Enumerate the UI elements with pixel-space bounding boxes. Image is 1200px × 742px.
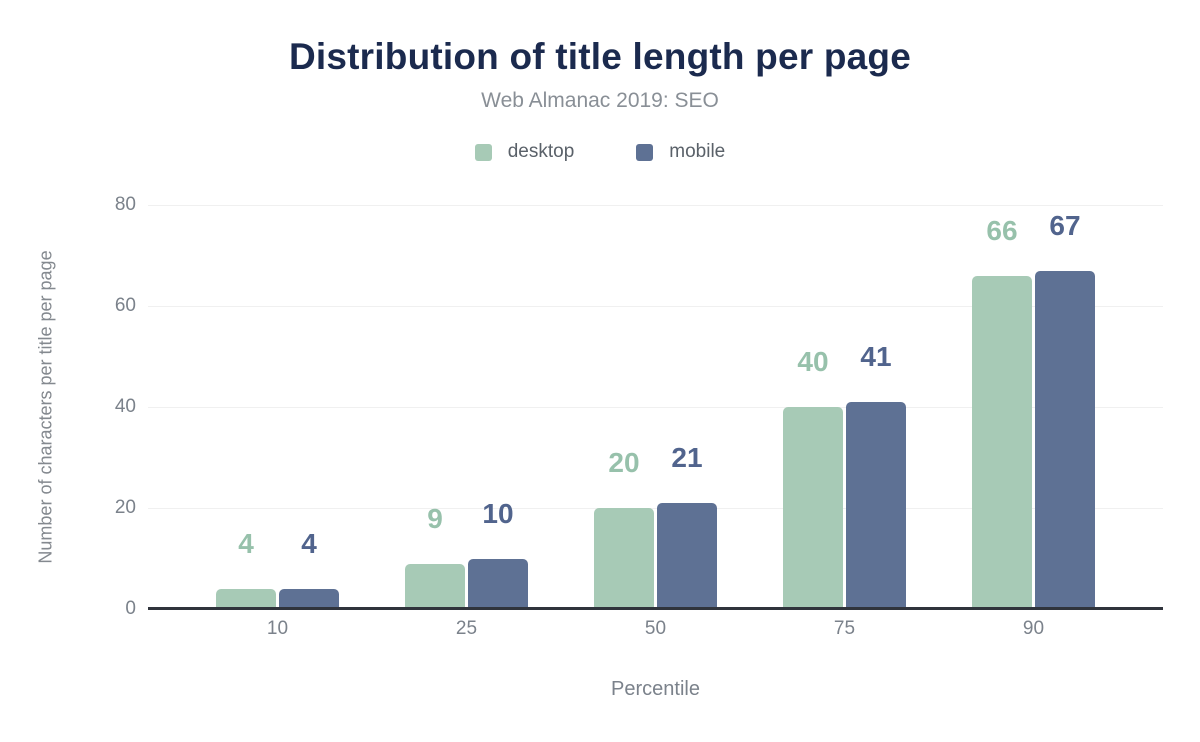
gridline-40 [148, 406, 1163, 408]
desktop-swatch-icon [474, 143, 492, 161]
mobile-bar-p75: 41 [846, 342, 906, 609]
mobile-bar-p50: 21 [657, 443, 717, 609]
desktop-bar-p50: 20 [594, 449, 654, 609]
desktop-value-label-p25: 9 [427, 502, 443, 534]
y-tick-label-0: 0 [125, 598, 136, 619]
legend-label-desktop: desktop [507, 141, 575, 162]
chart-title: Distribution of title length per page [288, 36, 911, 77]
legend: desktop mobile [0, 141, 1200, 163]
desktop-bar-p75: 40 [783, 348, 843, 609]
mobile-swatch-icon [636, 143, 654, 161]
desktop-value-label-p90: 66 [986, 214, 1018, 246]
plot-area: 4 4 9 10 20 21 40 41 66 67 [148, 204, 1163, 610]
x-axis-tick-labels: 10 25 50 75 90 [148, 618, 1163, 640]
x-axis-line [148, 607, 1163, 610]
y-axis-tick-labels: 0 20 40 60 80 [0, 195, 136, 619]
gridline-20 [148, 507, 1163, 509]
desktop-bar-p25: 9 [405, 504, 465, 609]
mobile-value-label-p25: 10 [482, 497, 514, 529]
x-axis-title: Percentile [611, 678, 700, 700]
x-tick-label-50: 50 [644, 618, 667, 639]
mobile-value-label-p90: 67 [1049, 209, 1081, 241]
bar-group-25: 9 10 [372, 499, 561, 609]
chart-subtitle: Web Almanac 2019: SEO [481, 89, 719, 112]
y-tick-label-20: 20 [114, 497, 136, 518]
x-tick-label-10: 10 [266, 618, 289, 639]
mobile-value-label-p75: 41 [860, 340, 892, 372]
x-tick-label-25: 25 [455, 618, 478, 639]
mobile-bar-p10: 4 [279, 529, 339, 609]
x-tick-label-90: 90 [1022, 618, 1045, 639]
y-tick-label-40: 40 [114, 396, 136, 417]
bar-group-90: 66 67 [939, 211, 1128, 609]
desktop-value-label-p75: 40 [797, 346, 829, 377]
y-tick-label-80: 80 [114, 194, 136, 215]
desktop-bar-p90: 66 [972, 216, 1032, 609]
x-tick-label-75: 75 [833, 618, 856, 639]
bar-groups: 4 4 9 10 20 21 40 41 66 67 [148, 205, 1163, 609]
mobile-value-label-p50: 21 [671, 441, 703, 473]
bar-group-75: 40 41 [750, 342, 939, 609]
desktop-value-label-p10: 4 [238, 527, 254, 559]
gridline-60 [148, 305, 1163, 307]
desktop-value-label-p50: 20 [608, 447, 640, 478]
gridline-80 [148, 204, 1163, 206]
legend-item-mobile: mobile [636, 141, 725, 163]
y-tick-label-60: 60 [114, 295, 136, 316]
bar-group-50: 20 21 [561, 443, 750, 609]
legend-item-desktop: desktop [474, 141, 575, 163]
desktop-bar-p10: 4 [216, 529, 276, 609]
mobile-value-label-p10: 4 [301, 527, 317, 559]
mobile-bar-p90: 67 [1035, 211, 1095, 609]
legend-label-mobile: mobile [669, 141, 726, 162]
mobile-bar-p25: 10 [468, 499, 528, 609]
